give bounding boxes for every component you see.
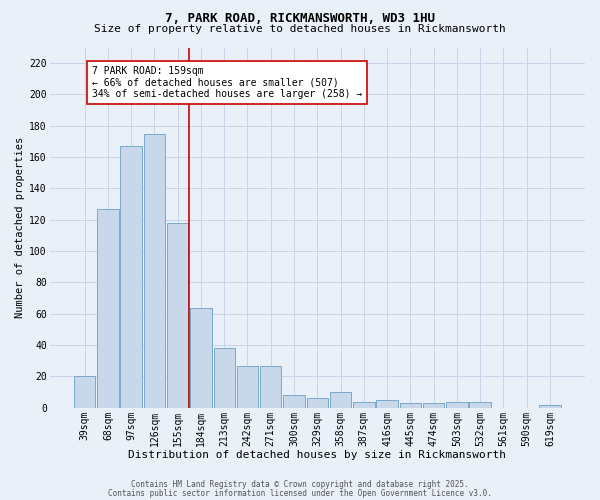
Y-axis label: Number of detached properties: Number of detached properties [15, 137, 25, 318]
Bar [214, 348, 235, 408]
Bar [74, 376, 95, 408]
Text: Contains public sector information licensed under the Open Government Licence v3: Contains public sector information licen… [108, 488, 492, 498]
Bar [400, 403, 421, 408]
X-axis label: Distribution of detached houses by size in Rickmansworth: Distribution of detached houses by size … [128, 450, 506, 460]
Bar [307, 398, 328, 408]
Bar [353, 402, 374, 408]
Bar [376, 400, 398, 408]
Bar [260, 366, 281, 408]
Bar [121, 146, 142, 408]
Bar [283, 396, 305, 408]
Bar [539, 404, 560, 408]
Bar [446, 402, 467, 408]
Bar [97, 209, 119, 408]
Bar [190, 308, 212, 408]
Bar [423, 403, 445, 408]
Bar [469, 402, 491, 408]
Text: Size of property relative to detached houses in Rickmansworth: Size of property relative to detached ho… [94, 24, 506, 34]
Text: 7, PARK ROAD, RICKMANSWORTH, WD3 1HU: 7, PARK ROAD, RICKMANSWORTH, WD3 1HU [165, 12, 435, 26]
Text: Contains HM Land Registry data © Crown copyright and database right 2025.: Contains HM Land Registry data © Crown c… [131, 480, 469, 489]
Bar [237, 366, 258, 408]
Bar [144, 134, 165, 408]
Text: 7 PARK ROAD: 159sqm
← 66% of detached houses are smaller (507)
34% of semi-detac: 7 PARK ROAD: 159sqm ← 66% of detached ho… [92, 66, 362, 100]
Bar [330, 392, 351, 408]
Bar [167, 223, 188, 408]
